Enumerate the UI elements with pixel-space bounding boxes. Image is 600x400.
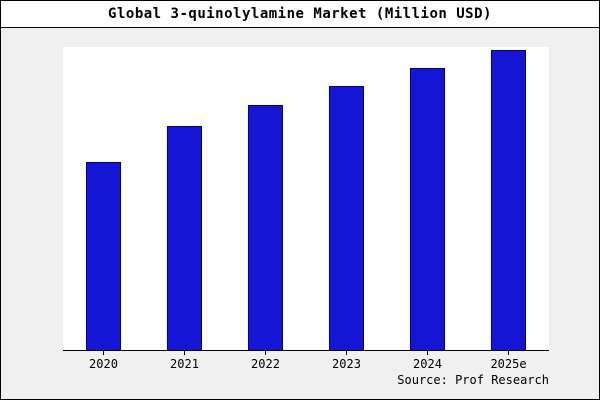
x-axis-label-2023: 2023	[332, 357, 361, 371]
bar-2025e	[491, 50, 526, 350]
bar-slot-2023	[306, 47, 387, 350]
bar-2020	[86, 162, 121, 350]
chart-title: Global 3-quinolylamine Market (Million U…	[108, 6, 492, 22]
x-axis-labels: 2020 2021 2022 2023 2024 2025e	[63, 357, 549, 371]
tick-2020	[63, 351, 144, 355]
x-axis-label-2020: 2020	[89, 357, 118, 371]
tick-mark	[427, 351, 428, 355]
bar-slot-2025e	[468, 47, 549, 350]
bar-slot-2020	[63, 47, 144, 350]
tick-mark	[508, 351, 509, 355]
bar-2022	[248, 104, 283, 350]
chart-title-bar: Global 3-quinolylamine Market (Million U…	[1, 1, 599, 28]
tick-mark	[184, 351, 185, 355]
tick-2025e	[468, 351, 549, 355]
plot-area	[63, 47, 549, 351]
bar-2021	[167, 125, 202, 350]
tick-2022	[225, 351, 306, 355]
x-axis-label-2021: 2021	[170, 357, 199, 371]
tick-2024	[387, 351, 468, 355]
x-axis-ticks	[63, 351, 549, 355]
x-axis-label-2024: 2024	[413, 357, 442, 371]
bar-slot-2021	[144, 47, 225, 350]
tick-2021	[144, 351, 225, 355]
tick-mark	[265, 351, 266, 355]
bar-slot-2024	[387, 47, 468, 350]
bar-slot-2022	[225, 47, 306, 350]
bar-2023	[329, 86, 364, 350]
x-axis-label-2025e: 2025e	[490, 357, 527, 371]
bar-2024	[410, 68, 445, 350]
tick-mark	[103, 351, 104, 355]
tick-mark	[346, 351, 347, 355]
x-axis-label-2022: 2022	[251, 357, 280, 371]
source-attribution: Source: Prof Research	[397, 373, 549, 387]
tick-2023	[306, 351, 387, 355]
